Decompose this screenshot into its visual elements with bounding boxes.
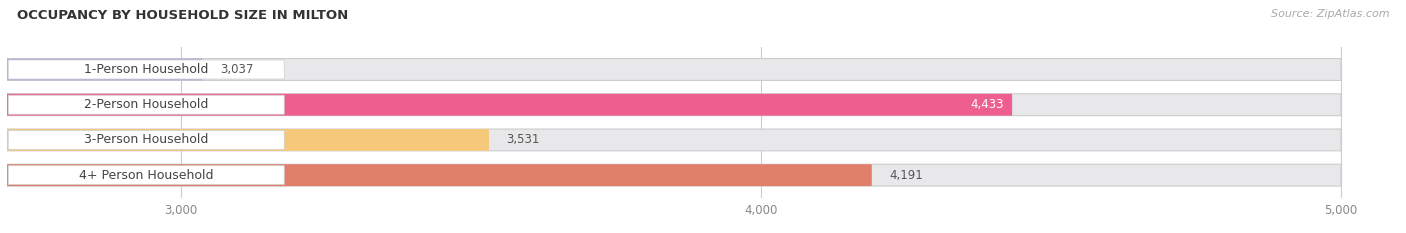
FancyBboxPatch shape: [7, 164, 872, 186]
Text: 1-Person Household: 1-Person Household: [84, 63, 208, 76]
FancyBboxPatch shape: [7, 129, 1341, 151]
FancyBboxPatch shape: [7, 164, 1341, 186]
Text: 4,433: 4,433: [970, 98, 1004, 111]
FancyBboxPatch shape: [7, 94, 1341, 116]
Text: 2-Person Household: 2-Person Household: [84, 98, 208, 111]
Text: 3,531: 3,531: [506, 134, 540, 146]
Text: OCCUPANCY BY HOUSEHOLD SIZE IN MILTON: OCCUPANCY BY HOUSEHOLD SIZE IN MILTON: [17, 9, 349, 22]
FancyBboxPatch shape: [8, 60, 284, 79]
Text: 4+ Person Household: 4+ Person Household: [79, 169, 214, 182]
FancyBboxPatch shape: [7, 129, 489, 151]
Text: 3-Person Household: 3-Person Household: [84, 134, 208, 146]
FancyBboxPatch shape: [7, 94, 1012, 116]
Text: 4,191: 4,191: [889, 169, 922, 182]
FancyBboxPatch shape: [7, 58, 202, 80]
FancyBboxPatch shape: [8, 130, 284, 149]
FancyBboxPatch shape: [7, 58, 1341, 80]
Text: Source: ZipAtlas.com: Source: ZipAtlas.com: [1271, 9, 1389, 19]
FancyBboxPatch shape: [8, 166, 284, 185]
Text: 3,037: 3,037: [219, 63, 253, 76]
FancyBboxPatch shape: [8, 95, 284, 114]
